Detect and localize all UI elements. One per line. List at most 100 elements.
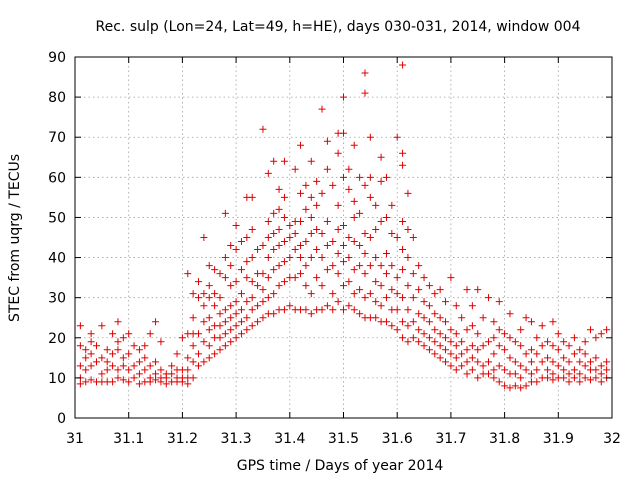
data-point [544,354,552,362]
data-point [221,330,229,338]
data-point [297,217,305,225]
data-point [248,225,256,233]
data-point [501,382,509,390]
data-point [211,290,219,298]
x-axis-title: GPS time / Days of year 2014 [237,458,444,474]
data-point [366,290,374,298]
data-point [259,270,267,278]
data-point [366,234,374,241]
data-point [533,378,541,386]
data-point [92,342,100,350]
data-point [340,129,347,137]
data-point [495,362,503,370]
data-point [297,141,305,149]
data-point [275,205,283,213]
data-point [356,173,364,181]
data-point [162,380,170,388]
data-point [232,298,240,306]
data-point [189,374,197,382]
data-point [109,350,117,358]
data-point [442,334,450,342]
data-point [286,254,294,262]
data-point [393,306,401,314]
data-point [533,350,541,358]
data-point [329,262,337,270]
data-point [345,254,353,262]
data-point [587,376,595,384]
data-point [468,354,476,362]
data-point [286,221,294,229]
data-point [264,169,272,177]
data-point [533,366,541,374]
data-point [297,189,305,197]
data-point [468,366,476,374]
data-points [76,61,611,392]
data-point [366,133,374,141]
data-point [560,338,568,346]
data-point [501,330,509,338]
data-point [506,354,514,362]
data-point [318,254,326,262]
data-point [366,193,374,201]
data-point [259,125,267,133]
data-point [297,270,305,278]
data-point [560,374,568,382]
data-point [221,209,229,217]
data-point [592,366,600,374]
y-tick-label: 20 [48,331,66,347]
data-point [382,250,390,258]
data-point [275,262,283,270]
data-point [431,350,439,358]
data-point [157,366,165,374]
data-point [490,366,498,374]
x-tick-label: 32 [603,431,621,447]
chart-title: Rec. sulp (Lon=24, Lat=49, h=HE), days 0… [96,19,581,35]
data-point [431,338,439,346]
data-point [420,330,428,338]
data-point [463,286,471,294]
data-point [195,350,203,358]
data-point [377,262,385,270]
data-point [87,330,95,338]
data-point [361,181,369,189]
data-point [189,290,197,298]
data-point [280,238,288,246]
data-point [442,346,450,354]
data-point [291,229,299,237]
data-point [409,334,417,342]
data-point [447,338,455,346]
data-point [340,282,347,290]
x-tick-label: 31 [66,431,84,447]
data-point [511,358,519,366]
data-point [237,306,245,314]
data-point [307,213,315,221]
data-point [243,298,251,306]
data-point [458,338,466,346]
data-point [87,338,95,346]
y-tick-label: 30 [48,291,66,307]
data-point [350,141,358,149]
data-point [442,318,450,326]
data-point [592,354,600,362]
data-point [103,366,111,374]
data-point [264,234,272,241]
data-point [484,338,492,346]
data-point [399,294,407,302]
data-point [184,366,192,374]
data-point [76,322,84,330]
data-point [399,161,407,169]
data-point [458,350,466,358]
data-point [168,362,176,370]
data-point [329,290,337,298]
data-point [361,229,369,237]
data-point [248,322,256,330]
data-point [495,326,503,334]
data-point [377,282,385,290]
data-point [232,278,240,286]
data-point [340,258,347,266]
data-point [490,318,498,326]
data-point [216,294,224,302]
data-point [393,326,401,334]
data-point [323,137,331,145]
data-point [334,201,342,209]
